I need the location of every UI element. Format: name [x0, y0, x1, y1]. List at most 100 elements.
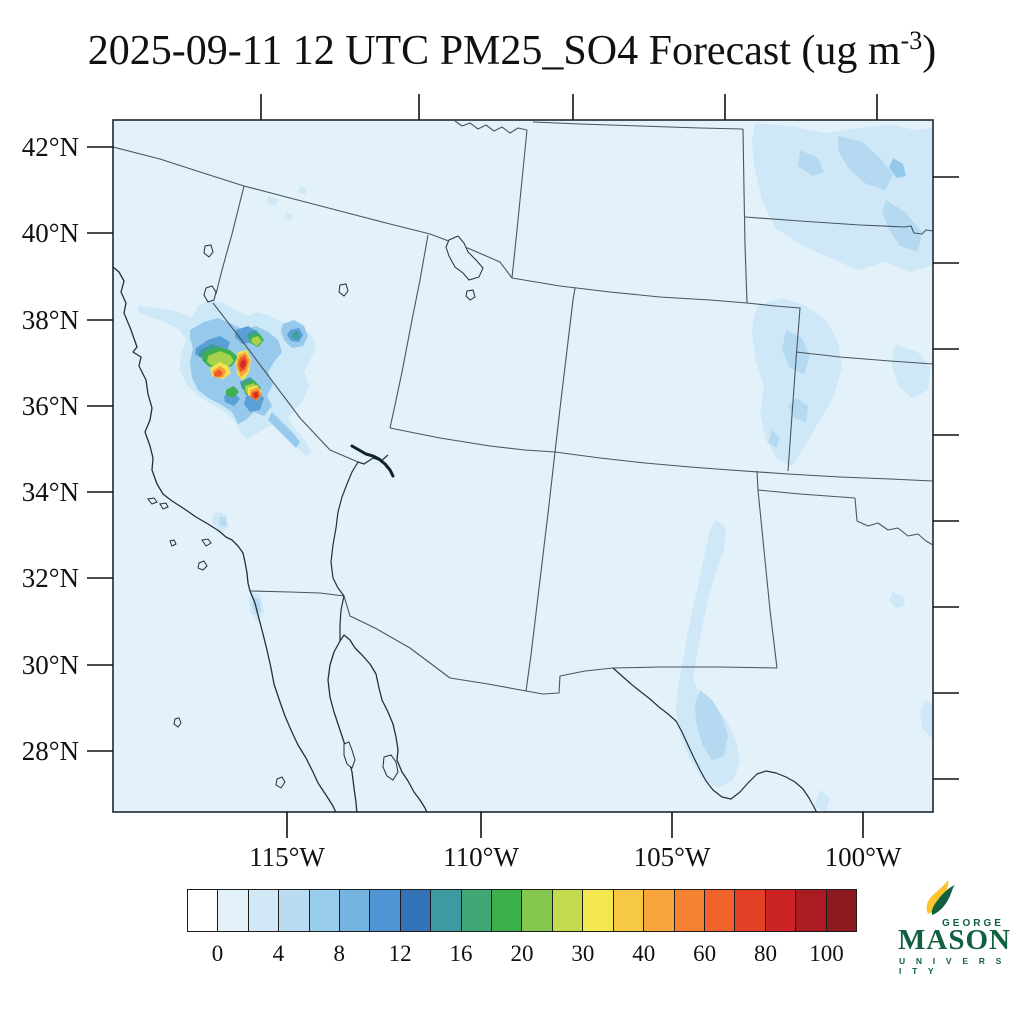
colorbar-segment [309, 890, 341, 931]
state-border [113, 146, 513, 279]
colorbar-tick-label: 0 [211, 941, 224, 966]
coastline [354, 647, 428, 812]
state-border [554, 451, 933, 482]
colorbar-tick-label: 100 [809, 941, 844, 966]
flame-icon [926, 880, 955, 915]
pm25-patch [814, 790, 830, 812]
colorbar-tick-label: 60 [693, 941, 717, 966]
island-outline [197, 560, 208, 571]
colorbar-tick-label: 8 [333, 941, 346, 966]
pm25-hotspot-layer [254, 392, 258, 398]
state-border [389, 427, 556, 453]
pm25-patch [219, 516, 226, 527]
island-outline [159, 502, 169, 510]
pm25-hotspot-layer [268, 412, 300, 448]
colorbar-segment [613, 890, 645, 931]
pm25-patch [695, 690, 728, 760]
state-border [511, 277, 748, 304]
state-border [612, 666, 778, 669]
colorbar-segment [370, 890, 401, 931]
state-border [744, 216, 933, 235]
state-border [212, 302, 359, 463]
colorbar-tick-label: 20 [510, 941, 534, 966]
state-border [795, 351, 933, 365]
lat-label: 28°N [22, 736, 79, 766]
state-border [249, 590, 345, 597]
lake-outline [465, 289, 476, 301]
logo-university: U N I V E R S I T Y [899, 956, 1006, 976]
logo-george: GEORGE [942, 918, 1004, 929]
gmu-logo: GEORGE MASON U N I V E R S I T Y [896, 880, 1016, 976]
state-border [532, 121, 744, 130]
colorbar-segment [735, 890, 766, 931]
lat-label: 38°N [22, 305, 79, 335]
pm25-patch [892, 345, 930, 398]
lon-label: 110°W [443, 842, 519, 872]
lake-outline [203, 244, 214, 258]
colorbar-segment [796, 890, 827, 931]
island-outline [173, 717, 182, 728]
colorbar-segment [644, 890, 675, 931]
colorbar-segment [522, 890, 553, 931]
colorbar: 0 4 8 12 16 20 30 40 60 80 100 [187, 889, 857, 992]
coastline [113, 266, 337, 812]
pm25-patch [267, 196, 278, 206]
state-border [854, 497, 858, 522]
colorbar-segment [461, 890, 493, 931]
river [612, 667, 818, 812]
colorbar-segment [826, 890, 856, 931]
colorbar-segment [431, 890, 462, 931]
island-outline [275, 776, 286, 789]
map-frame [112, 119, 934, 813]
title-main: 2025-09-11 12 UTC PM25_SO4 Forecast (ug … [87, 28, 901, 74]
lake-outline [203, 285, 217, 303]
colorbar-tick-label: 40 [632, 941, 656, 966]
lake-outline [445, 235, 484, 281]
logo-mason: MASON [898, 924, 1011, 956]
state-border [746, 302, 801, 472]
pm25-hotspot-layer [226, 386, 239, 398]
state-border [389, 234, 429, 429]
colorbar-segment [279, 890, 310, 931]
lat-label: 40°N [22, 218, 79, 248]
pm25-patch [920, 700, 933, 740]
lat-label: 32°N [22, 563, 79, 593]
map-layers [113, 120, 933, 812]
pm25-patch [798, 150, 824, 176]
colorbar-segment [218, 890, 249, 931]
pm25-patch [752, 298, 842, 466]
colorbar-tick-label: 16 [449, 941, 473, 966]
pm25-patch [768, 430, 780, 448]
pm25-hotspot-layer [292, 331, 300, 340]
page-title: 2025-09-11 12 UTC PM25_SO4 Forecast (ug … [0, 26, 1024, 75]
lon-label: 105°W [634, 842, 711, 872]
state-border [454, 120, 528, 134]
colorbar-tick-label: 80 [754, 941, 778, 966]
state-border [757, 489, 778, 669]
pm25-patch [889, 592, 905, 608]
coastline [327, 640, 358, 812]
pm25-patch [838, 136, 893, 190]
lat-label: 36°N [22, 391, 79, 421]
colorbar-scale [187, 889, 857, 932]
colorbar-segment [400, 890, 432, 931]
title-exponent: -3 [900, 26, 923, 55]
pm25-hotspot-layer [214, 369, 223, 377]
colorbar-segment [674, 890, 705, 931]
island-outline [169, 539, 177, 547]
colorbar-segment [188, 890, 219, 931]
state-border [856, 520, 933, 546]
state-border [511, 129, 528, 279]
pm25-hotspot-layer [207, 351, 234, 368]
colorbar-segment [248, 890, 280, 931]
lon-label: 115°W [249, 842, 325, 872]
colorbar-tick-label: 30 [571, 941, 595, 966]
pm25-patch [882, 200, 922, 252]
colorbar-tick-label: 4 [272, 941, 285, 966]
pm25-patch [752, 123, 933, 272]
lake-mead [350, 444, 395, 478]
island-outline [343, 741, 356, 769]
state-border [215, 185, 245, 295]
